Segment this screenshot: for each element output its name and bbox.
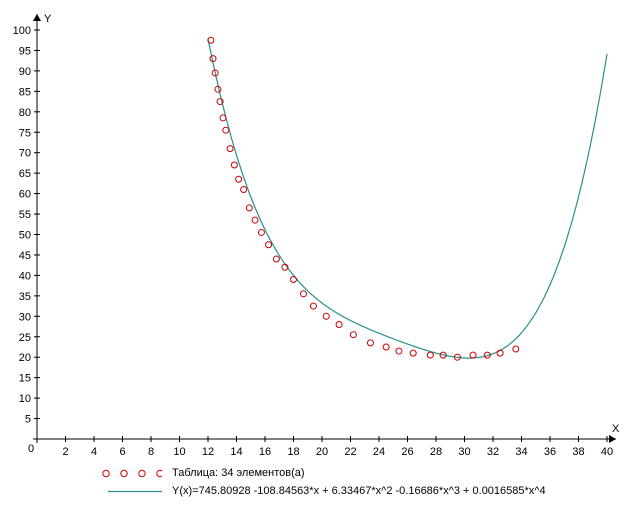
data-point — [265, 241, 273, 249]
x-tick-label: 30 — [458, 446, 470, 458]
data-point — [439, 351, 447, 359]
x-tick-label: 34 — [515, 446, 527, 458]
x-tick-label: 20 — [316, 446, 328, 458]
y-axis-arrow — [33, 14, 41, 21]
y-tick-label: 50 — [19, 230, 31, 242]
data-point — [469, 351, 477, 359]
legend-points-label: Таблица: 34 элементов(а) — [172, 467, 305, 479]
x-tick-label: 36 — [544, 446, 556, 458]
y-tick-label: 35 — [19, 291, 31, 303]
origin-label: 0 — [28, 443, 34, 455]
data-point — [245, 204, 253, 212]
fitted-curve-line — [207, 38, 608, 359]
x-axis-label: X — [612, 423, 620, 435]
data-point — [281, 263, 289, 271]
y-tick-label: 95 — [19, 45, 31, 57]
data-point — [309, 302, 317, 310]
x-tick-label: 18 — [287, 446, 299, 458]
x-tick-label: 10 — [173, 446, 185, 458]
y-tick-label: 30 — [19, 311, 31, 323]
y-tick-label: 55 — [19, 209, 31, 221]
x-tick-label: 8 — [148, 446, 154, 458]
data-point — [512, 345, 520, 353]
y-tick-label: 70 — [19, 148, 31, 160]
data-point — [299, 290, 307, 298]
x-tick-label: 22 — [344, 446, 356, 458]
y-tick-label: 60 — [19, 189, 31, 201]
y-tick-label: 25 — [19, 332, 31, 344]
y-tick-label: 90 — [19, 66, 31, 78]
y-tick-label: 10 — [19, 393, 31, 405]
data-point — [290, 275, 297, 283]
data-point — [219, 114, 227, 122]
y-tick-label: 5 — [25, 414, 31, 426]
data-point — [257, 228, 265, 236]
data-point — [230, 161, 238, 169]
y-tick-label: 100 — [13, 25, 31, 37]
data-point — [349, 331, 357, 339]
data-point — [235, 175, 243, 183]
x-tick-label: 12 — [202, 446, 214, 458]
y-tick-label: 65 — [19, 168, 31, 180]
data-points-series — [207, 36, 520, 361]
y-tick-label: 85 — [19, 86, 31, 98]
data-point — [496, 349, 504, 357]
y-tick-label: 80 — [19, 107, 31, 119]
data-point — [426, 351, 434, 359]
legend-curve-symbol — [108, 490, 162, 493]
y-tick-label: 45 — [19, 250, 31, 262]
fitted-curve-series — [207, 38, 608, 359]
y-axis-label: Y — [44, 13, 52, 25]
x-tick-label: 14 — [230, 446, 242, 458]
data-point — [211, 69, 219, 77]
y-tick-label: 75 — [19, 127, 31, 139]
x-tick-label: 24 — [373, 446, 385, 458]
data-point — [335, 320, 343, 328]
legend-points-symbol — [102, 469, 162, 478]
x-tick-label: 26 — [401, 446, 413, 458]
data-point — [483, 351, 491, 359]
legend-curve-label: Y(x)=745.80928 -108.84563*x + 6.33467*x^… — [172, 485, 546, 497]
y-tick-label: 20 — [19, 352, 31, 364]
x-axis-arrow — [609, 435, 616, 443]
data-point — [366, 339, 374, 347]
data-point — [409, 349, 417, 357]
data-point — [209, 55, 217, 63]
data-point — [395, 347, 403, 355]
data-point — [251, 216, 259, 224]
y-tick-label: 40 — [19, 270, 31, 282]
data-point — [453, 353, 461, 361]
data-point — [382, 343, 390, 351]
data-point — [214, 85, 222, 93]
data-point — [216, 98, 224, 106]
data-point — [207, 36, 215, 44]
axes: XY0 2 4 6 8 10 12 14 16 18 20 22 24 26 28 30 32 34 36 38 405… — [13, 13, 620, 458]
x-tick-label: 4 — [91, 446, 97, 458]
x-tick-label: 32 — [487, 446, 499, 458]
y-tick-label: 15 — [19, 373, 31, 385]
data-point — [322, 312, 330, 320]
x-tick-label: 38 — [572, 446, 584, 458]
data-point — [226, 145, 234, 153]
x-tick-label: 6 — [119, 446, 125, 458]
x-tick-label: 40 — [601, 446, 613, 458]
data-point — [240, 186, 248, 194]
data-point — [272, 255, 280, 263]
x-tick-label: 2 — [62, 446, 68, 458]
x-tick-label: 28 — [430, 446, 442, 458]
x-tick-label: 16 — [259, 446, 271, 458]
data-point — [222, 126, 230, 134]
